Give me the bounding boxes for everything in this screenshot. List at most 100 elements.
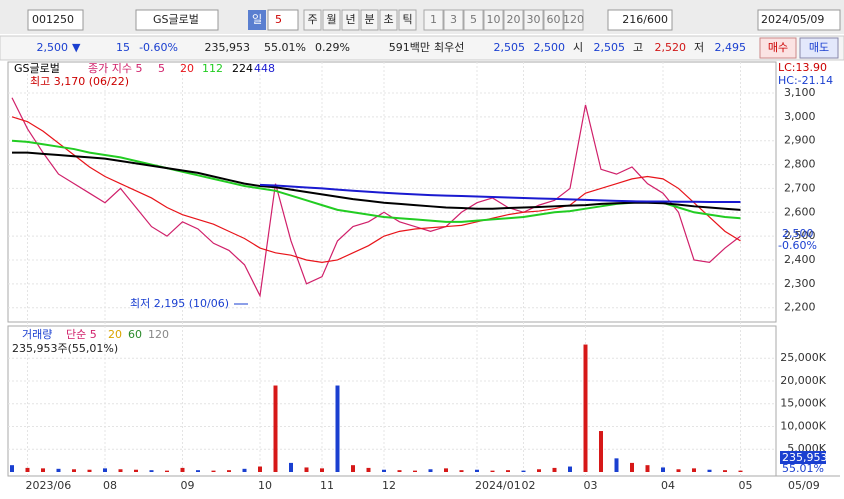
interval-button[interactable] (543, 9, 564, 31)
y-tick-label: 2,400 (784, 253, 816, 266)
volume-bar (41, 468, 45, 472)
low-label: 저 (694, 41, 704, 54)
volume-bar (397, 470, 402, 472)
interval-button[interactable] (463, 9, 484, 31)
volume-bar (87, 469, 92, 472)
volume-bar (475, 469, 479, 472)
last-price: 2,500 (782, 227, 814, 240)
low-annotation: 최저 2,195 (10/06) (130, 297, 229, 310)
sell-button[interactable] (799, 37, 839, 59)
volume-bar (103, 468, 107, 472)
amount: 591백만 (389, 41, 430, 54)
volume-bar (490, 470, 495, 472)
price-pane (7, 61, 777, 323)
name-box[interactable] (135, 9, 219, 31)
period-label: 틱 (402, 13, 412, 26)
date-box[interactable] (757, 9, 841, 31)
legend-entry: 60 (128, 328, 142, 341)
volume-bar (118, 469, 123, 472)
legend-entry: 112 (202, 62, 223, 75)
volume-pct: 55.01% (264, 41, 306, 54)
interval-label: 1 (430, 13, 437, 26)
volume-bar (723, 470, 727, 472)
volume-bar (521, 470, 526, 472)
volume-bar (599, 431, 603, 472)
buy: 매수 (768, 41, 788, 54)
y-tick-label: 2,200 (784, 301, 816, 314)
volume-bar (258, 466, 262, 472)
count-box[interactable] (607, 9, 673, 31)
volume-bar (568, 466, 572, 472)
period-label: 초 (383, 13, 393, 26)
legend-entry: 448 (254, 62, 275, 75)
legend-entry: 120 (148, 328, 169, 341)
volume-last-pct: 55.01% (782, 462, 824, 475)
volume-bar (273, 385, 278, 472)
y-tick-label: 2,600 (784, 205, 816, 218)
period-button[interactable] (379, 9, 398, 31)
volume-bar (537, 469, 541, 472)
toolbar (0, 0, 844, 34)
buy-button[interactable] (759, 37, 797, 59)
volume-bar (645, 465, 650, 472)
period-day[interactable] (248, 10, 266, 30)
y-tick-label: 2,800 (784, 158, 816, 171)
period-button[interactable] (341, 9, 360, 31)
interval-button[interactable] (523, 9, 544, 31)
volume-bar (661, 467, 665, 472)
best-bid: 2,500 (534, 41, 566, 54)
volume-last-tag (780, 451, 826, 464)
y-tick-label: 2,500 (784, 229, 816, 242)
period-num: 5 (275, 13, 282, 26)
volume-bar (149, 470, 154, 472)
interval-button[interactable] (423, 9, 444, 31)
volume-bar (382, 469, 386, 472)
change-pct: -0.60% (139, 41, 178, 54)
period-num-box[interactable] (267, 9, 299, 31)
code-box[interactable] (27, 9, 84, 31)
period-button[interactable] (398, 9, 417, 31)
series-line (12, 151, 741, 211)
price: 2,500 (37, 41, 69, 54)
x-tick-label: 12 (382, 479, 396, 492)
period-label: 년 (345, 13, 355, 26)
period-button[interactable] (322, 9, 341, 31)
x-tick-label: 05 (739, 479, 753, 492)
volume-bar (180, 467, 185, 472)
x-tick-label: 08 (103, 479, 117, 492)
period-label: 분 (364, 13, 374, 26)
interval-label: 5 (470, 13, 477, 26)
volume-bar (459, 470, 464, 472)
interval-label: 20 (507, 13, 521, 26)
volume-bar (320, 468, 324, 472)
legend-entry: 20 (108, 328, 122, 341)
volume-bar (165, 470, 169, 472)
turnover: 0.29% (315, 41, 350, 54)
interval-button[interactable] (503, 9, 524, 31)
volume-bar (335, 385, 340, 472)
interval-label: 60 (547, 13, 561, 26)
period-button[interactable] (360, 9, 379, 31)
volume-bar (676, 469, 681, 472)
volume-bar (630, 462, 634, 472)
best-ask: 2,505 (494, 41, 526, 54)
open: 2,505 (594, 41, 626, 54)
interval-button[interactable] (443, 9, 464, 31)
period-label: 주 (307, 13, 317, 26)
volume-bar (506, 470, 510, 472)
volume-bar (351, 465, 355, 472)
series-line (11, 97, 741, 298)
volume-bar (583, 344, 588, 472)
y-tick-label: 2,300 (784, 277, 816, 290)
period-button[interactable] (303, 9, 322, 31)
volume-bar (56, 468, 61, 472)
volume-bar (692, 468, 696, 472)
last-pct: -0.60% (778, 239, 817, 252)
interval-label: 10 (487, 13, 501, 26)
date: 2024/05/09 (761, 13, 824, 26)
volume: 235,953 (205, 41, 251, 54)
interval-button[interactable] (483, 9, 504, 31)
legend-entry: 224 (232, 62, 253, 75)
interval-button[interactable] (563, 9, 584, 31)
